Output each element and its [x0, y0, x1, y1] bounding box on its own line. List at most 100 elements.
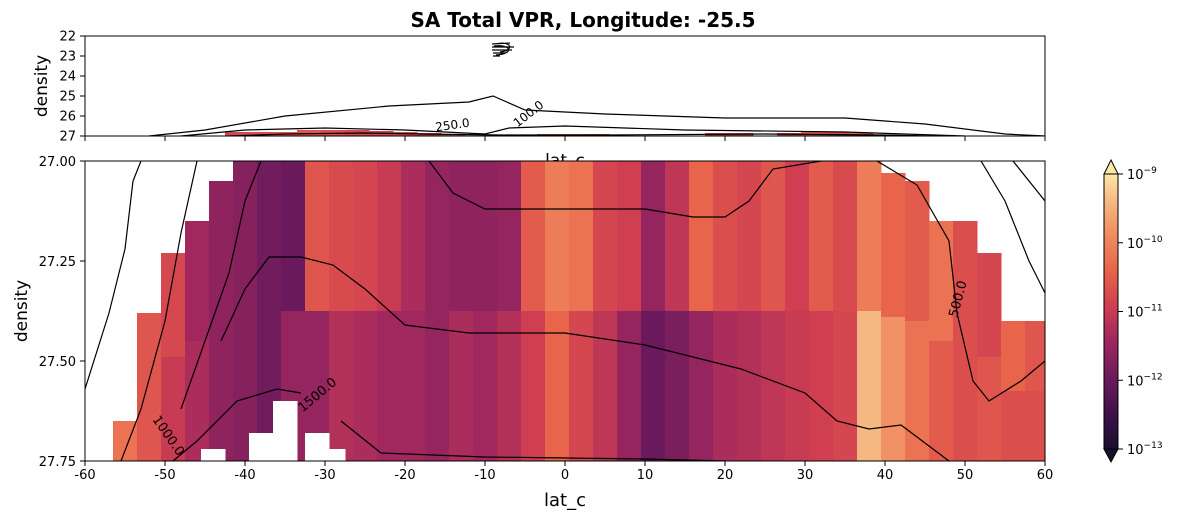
heatmap-cell — [713, 311, 738, 461]
heatmap-cell — [881, 317, 906, 461]
heatmap-cell — [113, 421, 138, 442]
heatmap-cell — [249, 132, 274, 136]
heatmap-cell — [977, 357, 1002, 461]
heatmap-cell — [257, 161, 282, 312]
heatmap-cell — [665, 311, 690, 461]
heatmap-cell — [281, 161, 306, 312]
top-y-tick-label: 27 — [59, 130, 76, 145]
heatmap-cell — [689, 161, 714, 312]
heatmap-cell — [641, 161, 666, 312]
heatmap-cell — [297, 130, 322, 136]
colorbar-tick-label: 10−11 — [1127, 304, 1163, 321]
top-y-axis: 22 23 24 25 26 27 — [59, 30, 85, 145]
heatmap-cell — [737, 311, 762, 461]
top-plot-area — [85, 36, 1045, 136]
colorbar-extend-top — [1103, 158, 1119, 175]
heatmap-cell — [617, 311, 642, 461]
heatmap-cell — [593, 311, 618, 461]
heatmap-cell — [881, 173, 906, 318]
top-y-tick-label: 25 — [59, 90, 76, 105]
heatmap-cell — [929, 221, 954, 342]
colorbar-tick-label: 10−10 — [1127, 235, 1163, 252]
heatmap-cell — [641, 311, 666, 461]
colorbar-body — [1103, 173, 1119, 450]
top-y-tick-label: 22 — [59, 30, 76, 45]
heatmap-cell — [377, 311, 402, 461]
contour-line — [148, 95, 1045, 136]
contour-line — [428, 161, 822, 218]
top-x-axis — [84, 136, 1046, 141]
heatmap-cell — [737, 161, 762, 312]
heatmap-cell — [521, 311, 546, 461]
heatmap-cell — [785, 161, 810, 312]
x-tick-label: -50 — [154, 468, 175, 483]
bottom-y-axis: 27.00 27.25 27.50 27.75 — [39, 155, 85, 470]
heatmap-cell — [401, 161, 426, 312]
colorbar-extend-bottom — [1103, 448, 1119, 464]
top-y-tick-label: 23 — [59, 50, 76, 65]
x-tick-label: 60 — [1037, 468, 1054, 483]
heatmap-cell — [225, 132, 250, 136]
heatmap-cell — [761, 161, 786, 312]
heatmap-cell — [825, 132, 850, 136]
heatmap-cell — [137, 387, 162, 461]
heatmap-gap — [201, 449, 226, 461]
top-contours — [148, 95, 1045, 136]
colorbar-tick-label: 10−12 — [1127, 372, 1163, 389]
heatmap-cell — [905, 321, 930, 461]
heatmap-cell — [833, 161, 858, 312]
contour-line — [180, 125, 966, 136]
heatmap-cell — [833, 311, 858, 461]
chart-title: SA Total VPR, Longitude: -25.5 — [410, 8, 755, 32]
top-y-axis-label: density — [32, 55, 52, 117]
heatmap-cell — [1025, 391, 1045, 461]
heatmap-cell — [209, 321, 234, 461]
bottom-x-axis: -60 -50 -40 -30 -20 -10 0 10 20 30 40 50 60 — [74, 461, 1053, 483]
x-tick-label: 30 — [797, 468, 814, 483]
x-tick-label: -30 — [314, 468, 335, 483]
heatmap-gap — [321, 449, 346, 461]
heatmap-cell — [617, 161, 642, 312]
bottom-panel: 500.0 1000.0 1500.0 27.0027.2527.5027.75… — [12, 155, 1053, 511]
heatmap-cell — [497, 311, 522, 461]
contour-line — [340, 420, 726, 461]
heatmap-gap — [273, 401, 298, 461]
heatmap-cell — [449, 161, 474, 312]
heatmap-cell — [953, 341, 978, 461]
heatmap-cell — [401, 311, 426, 461]
contour-line — [876, 161, 1045, 402]
heatmap-cell — [905, 181, 930, 322]
y-tick-label: 27.25 — [39, 255, 76, 270]
heatmap-cell — [857, 311, 882, 461]
y-tick-label: 27.00 — [39, 155, 76, 170]
heatmap-cell — [593, 161, 618, 312]
heatmap-cell — [569, 161, 594, 312]
heatmap-cell — [977, 253, 1002, 358]
contour-line — [85, 161, 142, 390]
x-tick-label: -60 — [74, 468, 95, 483]
top-contour-label-250: 250.0 — [434, 116, 470, 135]
bottom-y-axis-label: density — [12, 280, 32, 342]
heatmap-gap — [249, 433, 274, 461]
heatmap-cell — [305, 161, 330, 312]
heatmap-cell — [785, 311, 810, 461]
heatmap-cell — [569, 311, 594, 461]
x-tick-label: -40 — [234, 468, 255, 483]
contour-line — [120, 161, 198, 461]
heatmap-cell — [809, 161, 834, 312]
heatmap-cell — [161, 253, 186, 358]
x-tick-label: -20 — [394, 468, 415, 483]
heatmap-cell — [1001, 321, 1026, 392]
heatmap-cell — [857, 161, 882, 312]
heatmap-cell — [809, 311, 834, 461]
x-tick-label: 10 — [637, 468, 654, 483]
heatmap-cell — [497, 161, 522, 312]
contour-line — [980, 161, 1045, 294]
contour-line — [228, 132, 934, 136]
heatmap-cell — [545, 311, 570, 461]
heatmap-cell — [1001, 391, 1026, 461]
heatmap-cell — [449, 311, 474, 461]
heatmap-cell — [185, 221, 210, 342]
contour-line — [172, 388, 302, 461]
